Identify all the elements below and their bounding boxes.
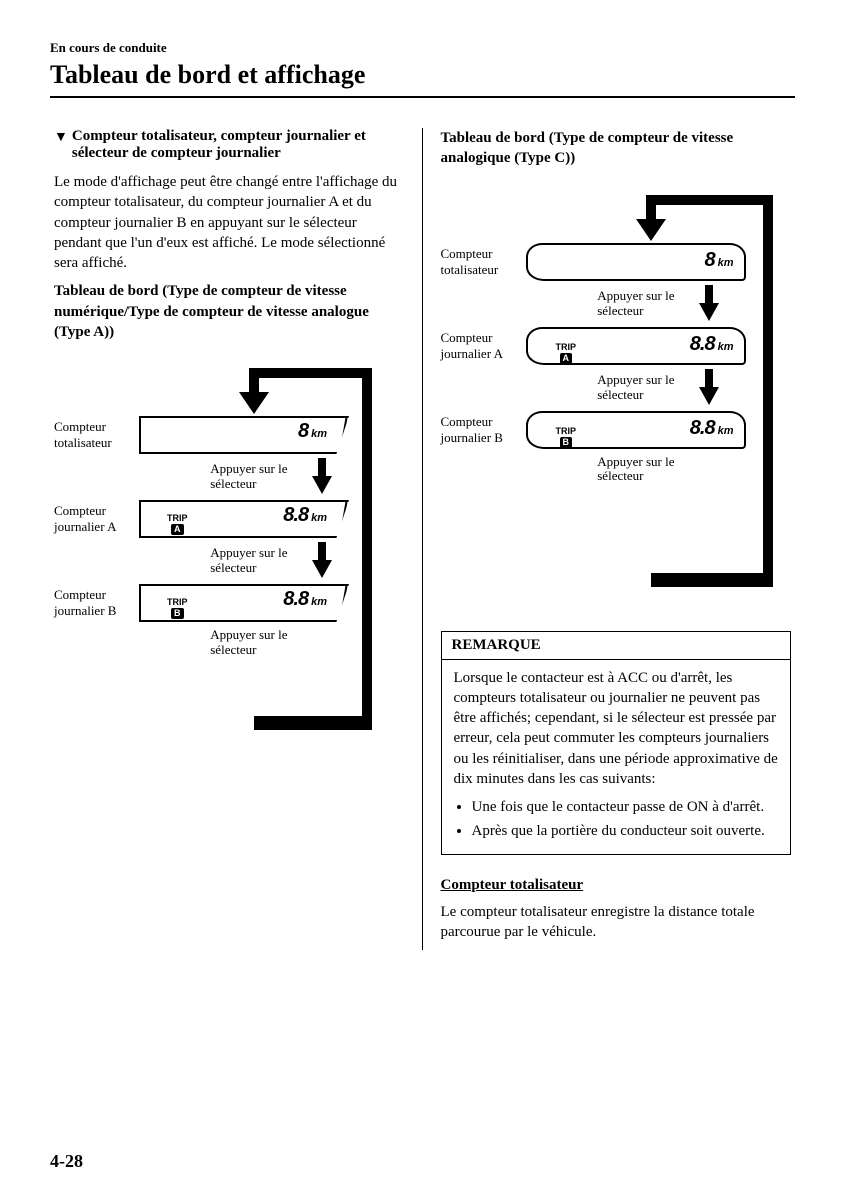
tripA-trip-text: TRIP — [167, 514, 188, 523]
tripB-letter: B — [171, 608, 184, 619]
note-body: Lorsque le contacteur est à ACC ou d'arr… — [442, 660, 791, 854]
odo-section-body: Le compteur totalisateur enregistre la d… — [441, 902, 792, 943]
diagram-type-c: Compteur totalisateur 8 km Appuyer sur l… — [441, 183, 792, 613]
tripA-value-c: 8.8 — [690, 333, 715, 356]
odo-section-title: Compteur totalisateur — [441, 877, 792, 894]
tripA-letter: A — [171, 524, 184, 535]
odo-display: 8 km — [139, 416, 349, 454]
odo-unit-c: km — [718, 257, 734, 269]
note-box: REMARQUE Lorsque le contacteur est à ACC… — [441, 631, 792, 855]
tripB-trip-text-c: TRIP — [556, 427, 577, 436]
tripA-row: Compteur journalier A TRIP A 8.8 km — [54, 500, 404, 538]
tripB-label: Compteur journalier B — [54, 587, 139, 618]
tripB-trip-text: TRIP — [167, 598, 188, 607]
tripB-row-c: Compteur journalier B TRIP B 8.8 km — [441, 411, 792, 449]
action-3-text: Appuyer sur le sélecteur — [210, 628, 300, 658]
action-c1: Appuyer sur le sélecteur — [526, 287, 792, 321]
action-1: Appuyer sur le sélecteur — [139, 460, 404, 494]
tripA-unit-c: km — [718, 341, 734, 353]
tripB-display: TRIP B 8.8 km — [139, 584, 349, 622]
tripB-tag-c: TRIP B — [556, 427, 577, 448]
tripA-value: 8.8 — [283, 504, 308, 527]
right-column: Tableau de bord (Type de compteur de vit… — [423, 128, 796, 950]
action-3: Appuyer sur le sélecteur — [139, 628, 404, 658]
left-subheading-text: Compteur totalisateur, compteur journali… — [72, 128, 404, 162]
tripB-letter-c: B — [560, 437, 573, 448]
tripA-label-c: Compteur journalier A — [441, 330, 526, 361]
odo-label-c: Compteur totalisateur — [441, 246, 526, 277]
arrow-down-icon — [312, 544, 332, 578]
note-body-text: Lorsque le contacteur est à ACC ou d'arr… — [454, 668, 779, 790]
odo-value: 8 — [298, 420, 308, 443]
action-2: Appuyer sur le sélecteur — [139, 544, 404, 578]
action-2-text: Appuyer sur le sélecteur — [210, 546, 300, 576]
page-title: Tableau de bord et affichage — [50, 60, 795, 98]
note-bullet-2: Après que la portière du conducteur soit… — [472, 821, 779, 841]
action-c3-text: Appuyer sur le sélecteur — [597, 455, 687, 485]
page-header: En cours de conduite Tableau de bord et … — [50, 40, 795, 98]
odo-label: Compteur totalisateur — [54, 419, 139, 450]
arrow-down-icon — [699, 287, 719, 321]
tripB-row: Compteur journalier B TRIP B 8.8 km — [54, 584, 404, 622]
diagram-type-a: Compteur totalisateur 8 km Appuyer sur l… — [54, 356, 404, 756]
tripA-display-c: TRIP A 8.8 km — [526, 327, 746, 365]
triangle-icon: ▼ — [54, 128, 68, 148]
note-bullets: Une fois que le contacteur passe de ON à… — [472, 797, 779, 842]
odo-value-c: 8 — [704, 249, 714, 272]
tripA-trip-text-c: TRIP — [556, 343, 577, 352]
action-c2-text: Appuyer sur le sélecteur — [597, 373, 687, 403]
arrow-down-icon — [699, 371, 719, 405]
left-column: ▼ Compteur totalisateur, compteur journa… — [50, 128, 423, 950]
action-c2: Appuyer sur le sélecteur — [526, 371, 792, 405]
chapter-label: En cours de conduite — [50, 40, 795, 56]
tripA-unit: km — [311, 512, 327, 524]
tripB-display-c: TRIP B 8.8 km — [526, 411, 746, 449]
action-c1-text: Appuyer sur le sélecteur — [597, 289, 687, 319]
odo-display-c: 8 km — [526, 243, 746, 281]
tripA-row-c: Compteur journalier A TRIP A 8.8 km — [441, 327, 792, 365]
content-columns: ▼ Compteur totalisateur, compteur journa… — [50, 128, 795, 950]
tripB-unit-c: km — [718, 425, 734, 437]
tripA-tag: TRIP A — [167, 514, 188, 535]
tripB-label-c: Compteur journalier B — [441, 414, 526, 445]
type-a-title: Tableau de bord (Type de compteur de vit… — [54, 281, 404, 342]
tripA-display: TRIP A 8.8 km — [139, 500, 349, 538]
action-1-text: Appuyer sur le sélecteur — [210, 462, 300, 492]
odo-row-c: Compteur totalisateur 8 km — [441, 243, 792, 281]
tripB-value-c: 8.8 — [690, 417, 715, 440]
arrow-down-icon — [312, 460, 332, 494]
note-title: REMARQUE — [442, 632, 791, 660]
left-intro: Le mode d'affichage peut être changé ent… — [54, 172, 404, 273]
tripB-value: 8.8 — [283, 588, 308, 611]
left-subheading: ▼ Compteur totalisateur, compteur journa… — [54, 128, 404, 162]
tripA-label: Compteur journalier A — [54, 503, 139, 534]
tripB-unit: km — [311, 596, 327, 608]
note-bullet-1: Une fois que le contacteur passe de ON à… — [472, 797, 779, 817]
tripB-tag: TRIP B — [167, 598, 188, 619]
odo-row: Compteur totalisateur 8 km — [54, 416, 404, 454]
page-number: 4-28 — [50, 1151, 83, 1172]
odo-unit: km — [311, 428, 327, 440]
action-c3: Appuyer sur le sélecteur — [526, 455, 792, 485]
type-c-title: Tableau de bord (Type de compteur de vit… — [441, 128, 792, 169]
tripA-letter-c: A — [560, 353, 573, 364]
tripA-tag-c: TRIP A — [556, 343, 577, 364]
